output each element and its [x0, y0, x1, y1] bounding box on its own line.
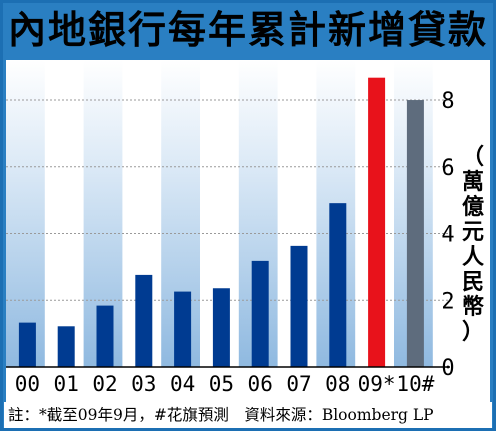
bar-02: [96, 305, 114, 367]
bar-10: [406, 100, 424, 367]
bar-05: [212, 288, 230, 367]
y-tick-label: 6: [441, 156, 454, 181]
y-tick-label: 0: [441, 356, 454, 381]
bar-03: [135, 274, 153, 367]
y-tick-label: 8: [441, 89, 454, 114]
column-bands: [6, 60, 433, 367]
footnote: 註：*截至09年9月，#花旗預測 資料來源：Bloomberg LP: [4, 402, 492, 428]
chart-title: 內地銀行每年累計新增貸款: [7, 8, 488, 52]
y-axis-label-char: 民: [461, 269, 484, 295]
x-tick-label: 07: [286, 372, 311, 396]
x-tick-label: 10#: [396, 372, 434, 396]
x-tick-label: 02: [92, 372, 117, 396]
y-axis-label-char: 元: [461, 219, 484, 245]
y-tick-label: 4: [441, 223, 454, 248]
x-tick-labels: 00 01 02 03 04 05 06 07 08 09* 10#: [15, 372, 435, 396]
x-tick-label: 04: [170, 372, 195, 396]
y-axis-label-char: （: [461, 144, 484, 170]
y-axis-label-char: 億: [461, 194, 484, 220]
bar-07: [290, 245, 308, 367]
x-tick-label: 09*: [358, 372, 396, 396]
column-band: [6, 60, 45, 367]
x-tick-label: 00: [15, 372, 40, 396]
x-tick-label: 08: [325, 372, 350, 396]
y-axis-label-char: ）: [461, 319, 484, 345]
y-axis-label-char: 幣: [461, 294, 484, 320]
bar-04: [174, 291, 192, 367]
bar-00: [18, 322, 36, 367]
y-tick-label: 2: [441, 289, 454, 314]
y-axis-label-char: 萬: [461, 169, 484, 195]
bars: [18, 77, 424, 368]
bar-06: [251, 260, 269, 367]
y-axis-label: （萬億元人民幣）: [458, 145, 488, 345]
y-axis-label-char: 人: [461, 244, 484, 270]
bar-09: [368, 77, 386, 368]
y-tick-labels: 0 2 4 6 8: [441, 89, 454, 381]
x-tick-label: 05: [209, 372, 234, 396]
x-tick-label: 01: [54, 372, 79, 396]
x-tick-label: 03: [131, 372, 156, 396]
bar-01: [57, 326, 75, 367]
x-tick-label: 06: [248, 372, 273, 396]
bar-08: [329, 203, 347, 367]
